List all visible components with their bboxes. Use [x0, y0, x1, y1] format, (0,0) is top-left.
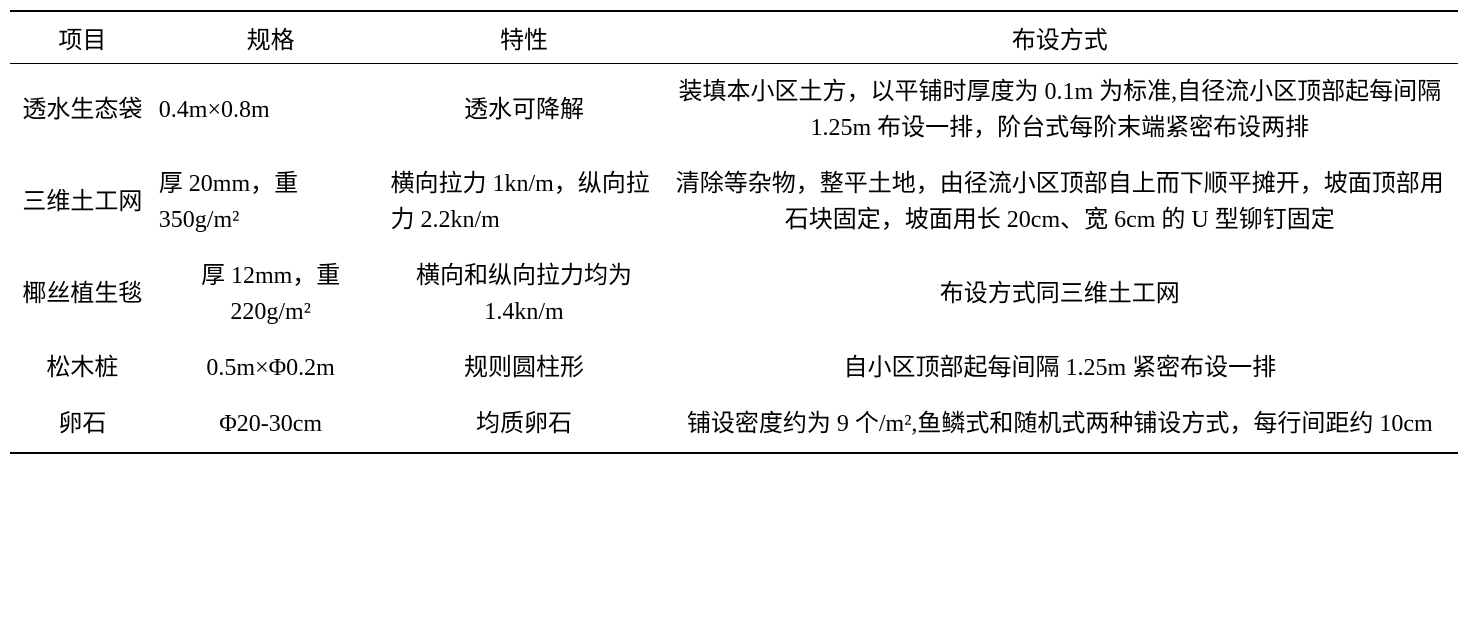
table-row: 透水生态袋 0.4m×0.8m 透水可降解 装填本小区土方，以平铺时厚度为 0.…	[10, 64, 1458, 157]
specification-table: 项目 规格 特性 布设方式 透水生态袋 0.4m×0.8m 透水可降解 装填本小…	[10, 10, 1458, 454]
cell-char: 规则圆柱形	[386, 340, 661, 396]
cell-layout: 布设方式同三维土工网	[662, 248, 1458, 340]
header-layout: 布设方式	[662, 11, 1458, 64]
cell-char: 横向拉力 1kn/m，纵向拉力 2.2kn/m	[386, 156, 661, 248]
header-char: 特性	[386, 11, 661, 64]
table-row: 卵石 Φ20-30cm 均质卵石 铺设密度约为 9 个/m²,鱼鳞式和随机式两种…	[10, 396, 1458, 453]
cell-layout: 清除等杂物，整平土地，由径流小区顶部自上而下顺平摊开，坡面顶部用石块固定，坡面用…	[662, 156, 1458, 248]
cell-char: 横向和纵向拉力均为 1.4kn/m	[386, 248, 661, 340]
cell-item: 三维土工网	[10, 156, 155, 248]
header-item: 项目	[10, 11, 155, 64]
cell-item: 透水生态袋	[10, 64, 155, 157]
table-row: 松木桩 0.5m×Φ0.2m 规则圆柱形 自小区顶部起每间隔 1.25m 紧密布…	[10, 340, 1458, 396]
cell-char: 均质卵石	[386, 396, 661, 453]
cell-layout: 装填本小区土方，以平铺时厚度为 0.1m 为标准,自径流小区顶部起每间隔 1.2…	[662, 64, 1458, 157]
cell-item: 卵石	[10, 396, 155, 453]
cell-item: 松木桩	[10, 340, 155, 396]
cell-item: 椰丝植生毯	[10, 248, 155, 340]
table-header-row: 项目 规格 特性 布设方式	[10, 11, 1458, 64]
cell-spec: 厚 20mm，重350g/m²	[155, 156, 387, 248]
cell-layout: 铺设密度约为 9 个/m²,鱼鳞式和随机式两种铺设方式，每行间距约 10cm	[662, 396, 1458, 453]
table-row: 三维土工网 厚 20mm，重350g/m² 横向拉力 1kn/m，纵向拉力 2.…	[10, 156, 1458, 248]
table-row: 椰丝植生毯 厚 12mm，重220g/m² 横向和纵向拉力均为 1.4kn/m …	[10, 248, 1458, 340]
cell-spec: 厚 12mm，重220g/m²	[155, 248, 387, 340]
cell-layout: 自小区顶部起每间隔 1.25m 紧密布设一排	[662, 340, 1458, 396]
header-spec: 规格	[155, 11, 387, 64]
cell-spec: Φ20-30cm	[155, 396, 387, 453]
cell-char: 透水可降解	[386, 64, 661, 157]
cell-spec: 0.4m×0.8m	[155, 64, 387, 157]
cell-spec: 0.5m×Φ0.2m	[155, 340, 387, 396]
